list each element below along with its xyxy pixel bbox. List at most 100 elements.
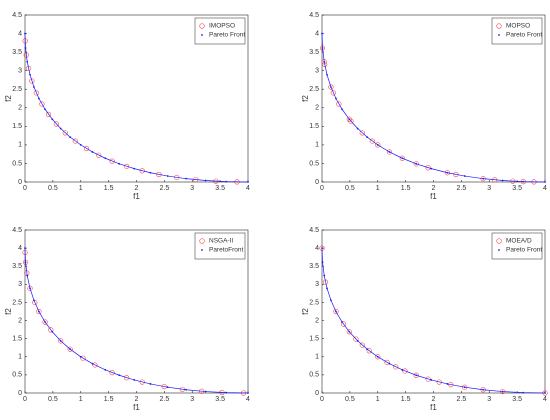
x-tick-label: 0.5 bbox=[345, 185, 355, 192]
y-tick-label: 4 bbox=[315, 245, 319, 252]
front-point bbox=[29, 73, 31, 76]
x-tick-label: 0.5 bbox=[48, 396, 58, 403]
y-tick-label: 0 bbox=[315, 179, 319, 186]
front-point bbox=[401, 157, 404, 160]
y-tick-label: 0 bbox=[18, 179, 22, 186]
front-point bbox=[323, 274, 326, 277]
x-tick-label: 2.5 bbox=[457, 396, 467, 403]
y-tick-label: 4.5 bbox=[12, 227, 22, 234]
front-point bbox=[204, 390, 207, 393]
front-point bbox=[79, 355, 82, 358]
y-tick-label: 1 bbox=[315, 354, 319, 361]
front-point bbox=[24, 261, 27, 264]
front-point bbox=[522, 180, 525, 183]
solution-point bbox=[340, 321, 347, 327]
front-point bbox=[356, 127, 359, 130]
front-point bbox=[59, 339, 62, 342]
x-tick-label: 0 bbox=[320, 185, 324, 192]
x-tick-label: 2.5 bbox=[457, 185, 467, 192]
x-tick-label: 2 bbox=[135, 396, 139, 403]
x-tick-label: 3.5 bbox=[512, 396, 522, 403]
y-tick-label: 0.5 bbox=[12, 160, 22, 167]
front-point bbox=[522, 391, 525, 394]
front-point bbox=[415, 162, 418, 165]
front-point bbox=[356, 339, 359, 342]
solution-point bbox=[58, 338, 64, 344]
x-tick-label: 1.5 bbox=[104, 185, 114, 192]
y-tick-label: 3 bbox=[315, 68, 319, 75]
y-tick-label: 1.5 bbox=[309, 123, 319, 130]
x-tick-label: 2.5 bbox=[160, 185, 170, 192]
x-tick-label: 4 bbox=[246, 396, 250, 403]
front-point bbox=[44, 321, 46, 323]
solution-point bbox=[402, 368, 408, 374]
legend-label: MOEA/D bbox=[506, 238, 532, 245]
front-point bbox=[185, 177, 188, 180]
x-tick-label: 1 bbox=[79, 185, 83, 192]
front-point bbox=[51, 118, 54, 121]
solution-point bbox=[33, 90, 39, 96]
solution-point bbox=[425, 376, 431, 382]
front-point bbox=[330, 299, 332, 302]
front-point bbox=[133, 379, 136, 381]
front-point bbox=[415, 374, 418, 377]
solution-point bbox=[109, 158, 115, 164]
legend-marker bbox=[199, 238, 205, 244]
front-point bbox=[335, 97, 337, 100]
front-point bbox=[446, 383, 449, 385]
solution-point bbox=[72, 138, 78, 144]
x-tick-label: 2 bbox=[432, 396, 436, 403]
front-point bbox=[366, 348, 369, 351]
x-tick-label: 0 bbox=[23, 396, 27, 403]
front-point bbox=[33, 86, 35, 88]
front-point bbox=[225, 391, 228, 394]
solution-point bbox=[386, 149, 393, 155]
x-tick-label: 1 bbox=[376, 185, 380, 192]
front-point bbox=[69, 136, 72, 138]
legend-label: Pareto Front bbox=[209, 32, 245, 39]
front-point bbox=[376, 143, 379, 146]
solution-point bbox=[45, 111, 52, 117]
x-tick-label: 0 bbox=[320, 396, 324, 403]
front-point bbox=[348, 118, 351, 121]
solution-point bbox=[399, 155, 405, 161]
front-point bbox=[544, 392, 546, 394]
solution-point bbox=[83, 145, 90, 152]
front-point bbox=[401, 368, 404, 371]
front-point bbox=[26, 274, 29, 277]
front-point bbox=[501, 179, 504, 182]
solution-point bbox=[109, 370, 115, 376]
solution-point bbox=[366, 348, 372, 354]
solution-point bbox=[330, 90, 336, 96]
front-point bbox=[24, 247, 26, 250]
front-point bbox=[59, 127, 62, 130]
legend-label: Pareto Front bbox=[506, 247, 542, 254]
front-point bbox=[104, 157, 107, 160]
y-tick-label: 0 bbox=[18, 390, 22, 397]
x-tick-label: 3.5 bbox=[215, 396, 225, 403]
solution-point bbox=[124, 375, 130, 381]
solution-point bbox=[328, 84, 334, 90]
x-tick-label: 2.5 bbox=[160, 396, 170, 403]
front-point bbox=[482, 388, 485, 391]
x-tick-label: 2 bbox=[135, 185, 139, 192]
front-point bbox=[79, 143, 82, 146]
front-point bbox=[501, 390, 504, 393]
y-tick-label: 4 bbox=[18, 245, 22, 252]
front-point bbox=[24, 47, 27, 49]
legend-marker bbox=[201, 249, 203, 251]
front-point bbox=[321, 32, 323, 35]
solution-point bbox=[359, 342, 365, 348]
y-tick-label: 0.5 bbox=[309, 160, 319, 167]
y-tick-label: 3 bbox=[18, 68, 22, 75]
x-axis-label: f1 bbox=[430, 192, 437, 201]
legend-label: ParetoFront bbox=[209, 247, 244, 254]
front-point bbox=[430, 379, 433, 381]
front-point bbox=[321, 261, 324, 264]
y-tick-label: 3 bbox=[315, 281, 319, 288]
x-tick-label: 1.5 bbox=[104, 396, 114, 403]
x-axis-label: f1 bbox=[133, 192, 140, 201]
front-point bbox=[104, 368, 107, 371]
y-tick-label: 0 bbox=[315, 390, 319, 397]
solution-point bbox=[124, 163, 130, 169]
